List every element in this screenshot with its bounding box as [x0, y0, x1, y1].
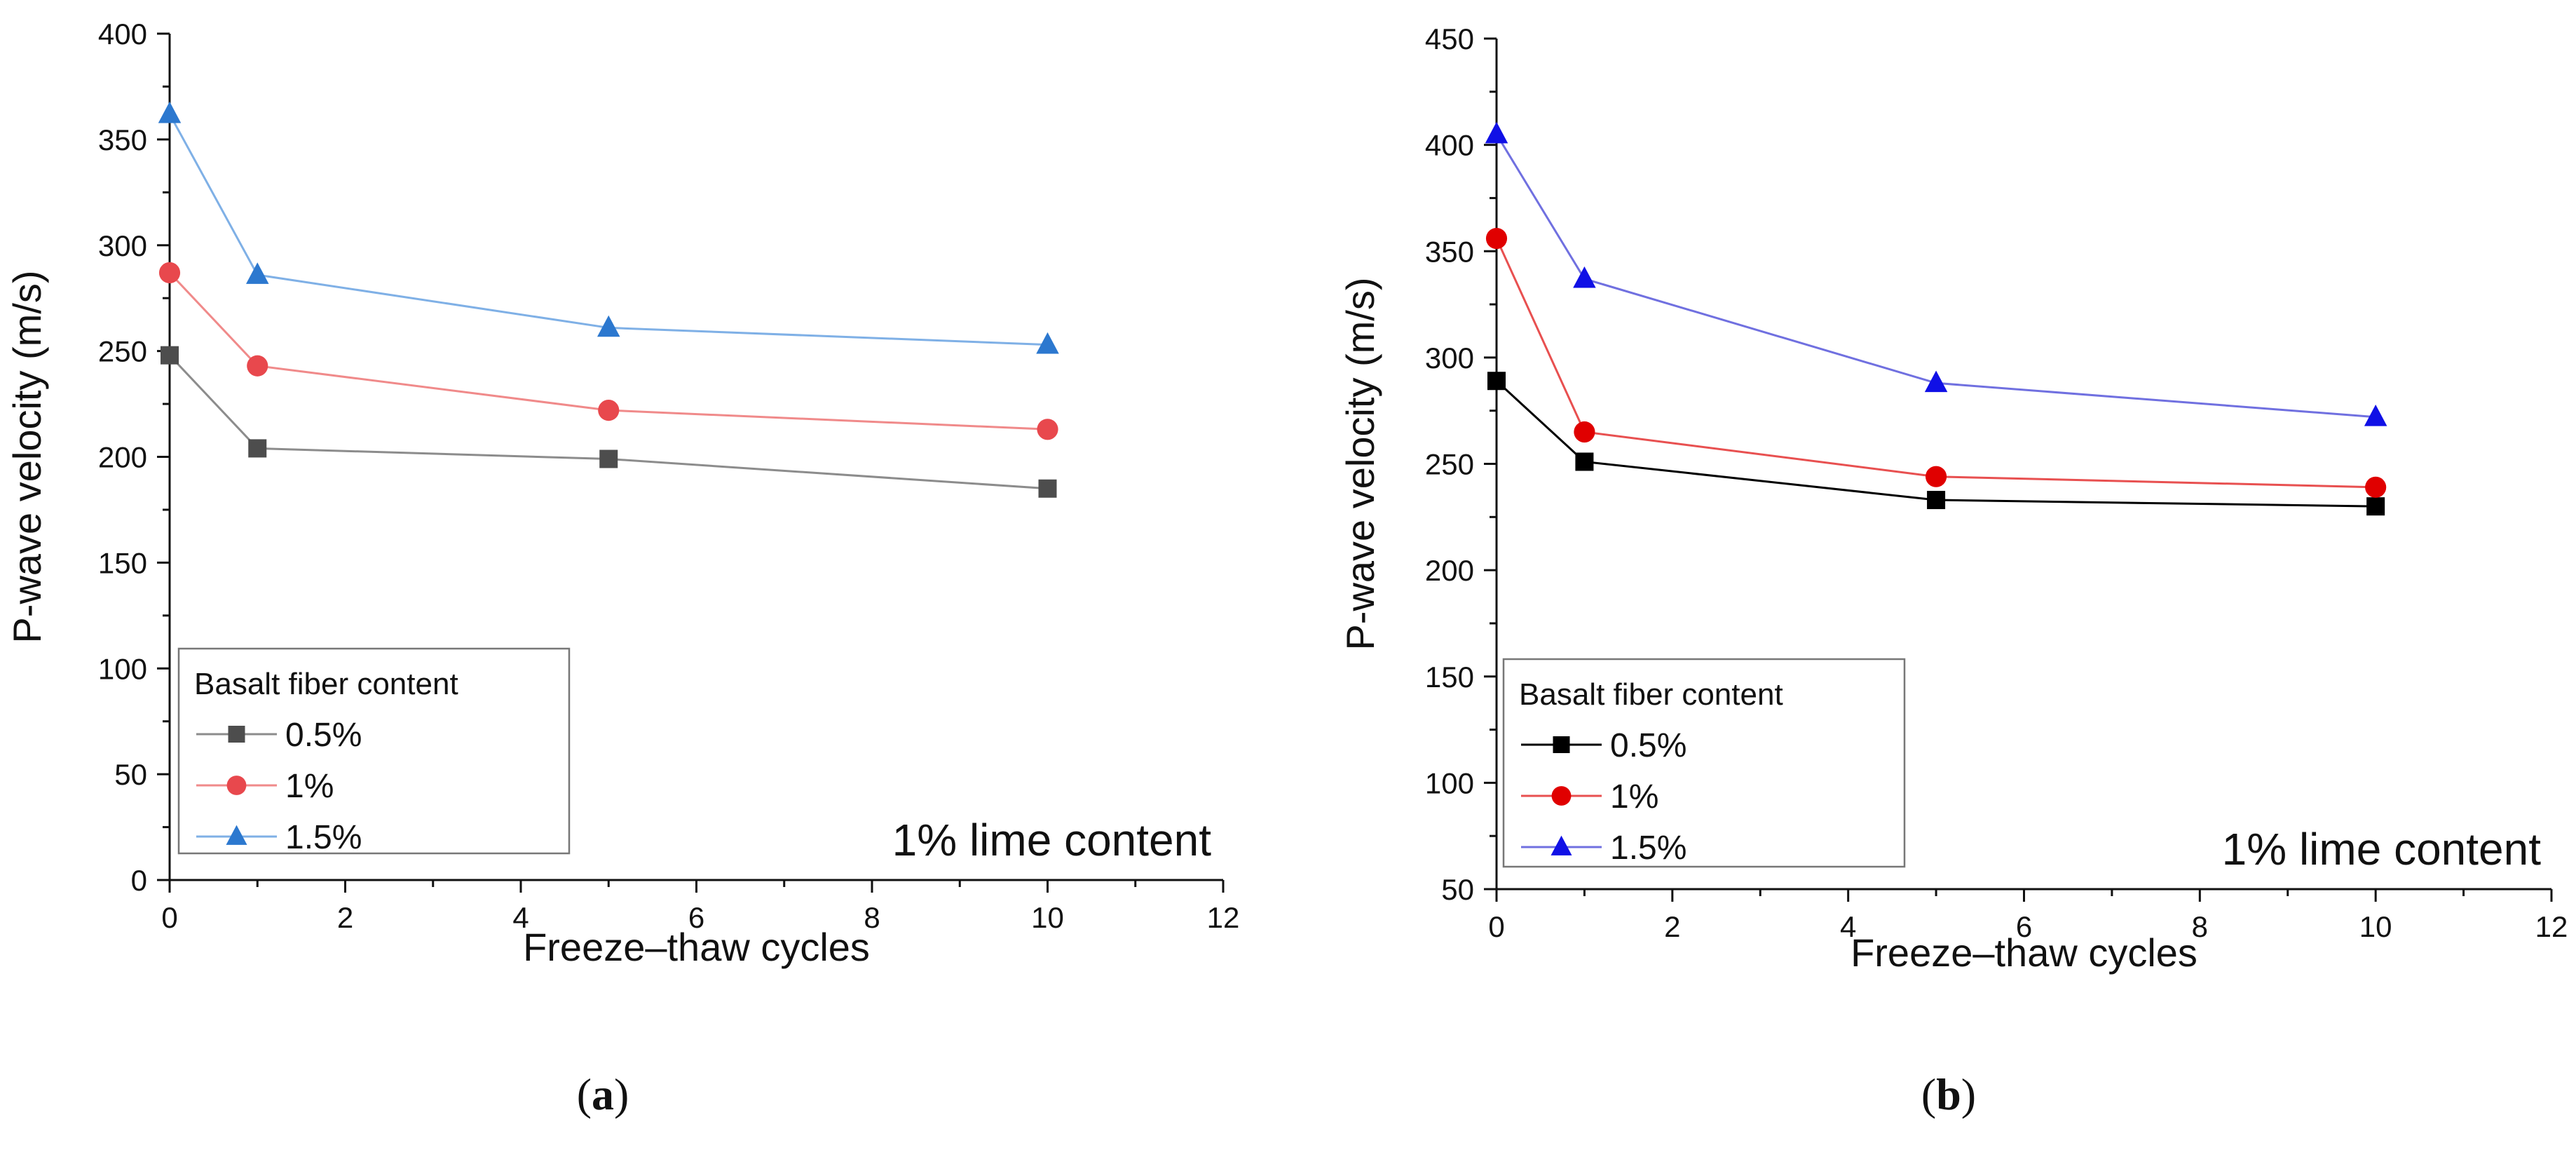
legend-marker	[228, 726, 245, 743]
series-line-1	[1495, 238, 2376, 489]
y-tick-label: 400	[98, 18, 147, 50]
legend-marker	[226, 776, 247, 795]
data-point	[158, 262, 181, 284]
x-tick-label: 12	[1207, 901, 1240, 934]
series-line-2	[168, 113, 1048, 346]
y-tick-label: 200	[1425, 554, 1474, 587]
data-point	[1924, 370, 1948, 393]
data-point	[597, 315, 620, 337]
data-point	[1574, 421, 1595, 443]
data-point	[246, 262, 269, 284]
x-tick-label: 4	[512, 901, 529, 934]
x-tick-label: 2	[337, 901, 353, 934]
y-tick-label: 250	[98, 335, 147, 368]
y-tick-label: 300	[1425, 341, 1474, 374]
x-tick-label: 2	[1664, 910, 1680, 943]
data-point	[2364, 405, 2387, 426]
x-tick-label: 8	[2192, 910, 2208, 943]
annotation-text: 1% lime content	[2222, 824, 2542, 874]
y-tick-label: 50	[1441, 873, 1474, 906]
legend-box	[1502, 658, 1906, 868]
legend-label: 1.5%	[1610, 830, 1686, 867]
legend: Basalt fiber content 0.5% 1% 1.5%	[1502, 658, 1906, 868]
y-tick-label: 450	[1425, 22, 1474, 55]
legend-label: 0.5%	[1610, 727, 1686, 764]
legend-label: 1%	[1610, 778, 1658, 816]
data-point	[1573, 266, 1596, 288]
data-point	[1038, 479, 1057, 498]
x-axis-title: Freeze–thaw cycles	[523, 925, 870, 969]
y-tick-label: 150	[1425, 661, 1474, 693]
legend-marker	[1551, 835, 1572, 855]
series-line-1	[168, 271, 1048, 431]
y-tick-label: 0	[131, 864, 147, 897]
y-tick-label: 250	[1425, 448, 1474, 481]
legend-marker	[1553, 736, 1570, 753]
data-point	[1926, 466, 1947, 487]
data-point	[599, 449, 618, 468]
legend: Basalt fiber content 0.5% 1% 1.5%	[177, 647, 571, 856]
panel-label-a: (a)	[577, 1069, 629, 1119]
legend-label: 0.5%	[285, 717, 362, 754]
data-point	[1927, 491, 1946, 510]
x-tick-label: 4	[1840, 910, 1856, 943]
y-tick-label: 400	[1425, 129, 1474, 162]
series-line-2	[1495, 133, 2376, 419]
data-point	[1575, 452, 1594, 471]
y-tick-label: 200	[98, 441, 147, 474]
data-point	[248, 439, 267, 458]
x-tick-label: 0	[1488, 910, 1504, 943]
y-tick-label: 50	[114, 758, 147, 791]
x-tick-label: 12	[2535, 910, 2568, 943]
legend-marker	[1551, 786, 1572, 806]
data-point	[598, 400, 620, 421]
data-point	[161, 346, 179, 365]
legend-marker	[226, 825, 247, 845]
y-axis-title: P-wave velocity (m/s)	[1338, 277, 1382, 650]
x-tick-label: 10	[1031, 901, 1064, 934]
data-point	[1487, 372, 1506, 391]
legend-label: 1%	[285, 768, 334, 805]
y-tick-label: 100	[1425, 766, 1474, 799]
annotation-text: 1% lime content	[892, 815, 1212, 865]
x-tick-label: 6	[688, 901, 704, 934]
x-tick-label: 6	[2016, 910, 2032, 943]
y-tick-label: 100	[98, 652, 147, 685]
y-axis-title: P-wave velocity (m/s)	[5, 270, 49, 643]
legend-title: Basalt fiber content	[194, 667, 458, 701]
y-tick-label: 350	[1425, 235, 1474, 268]
legend-box	[177, 647, 571, 855]
chart-panel-a: 0 2 4 6 8 10 12 0 50 100 150 200 250 300 350 400 Freeze–…	[5, 18, 1239, 969]
panel-label-b: (b)	[1921, 1069, 1976, 1119]
data-point	[1037, 419, 1058, 440]
data-point	[2366, 497, 2385, 516]
y-tick-label: 300	[98, 229, 147, 262]
data-point	[247, 355, 268, 377]
chart-panel-b: 0 2 4 6 8 10 12 50 100 150 200 250 300 350 400 450 Freez…	[1338, 22, 2568, 975]
x-tick-label: 0	[161, 901, 177, 934]
x-tick-label: 8	[864, 901, 880, 934]
data-point	[1036, 332, 1059, 354]
data-point	[1485, 121, 1508, 144]
x-axis-title: Freeze–thaw cycles	[1851, 931, 2197, 975]
data-point	[2365, 476, 2387, 498]
legend-title: Basalt fiber content	[1519, 677, 1783, 712]
y-tick-label: 350	[98, 123, 147, 156]
series-line-0	[1495, 380, 2376, 508]
y-tick-label: 150	[98, 546, 147, 579]
legend-label: 1.5%	[285, 819, 362, 856]
x-tick-label: 10	[2359, 910, 2392, 943]
data-point	[158, 101, 182, 123]
data-point	[1485, 227, 1508, 250]
series-line-0	[168, 354, 1048, 490]
